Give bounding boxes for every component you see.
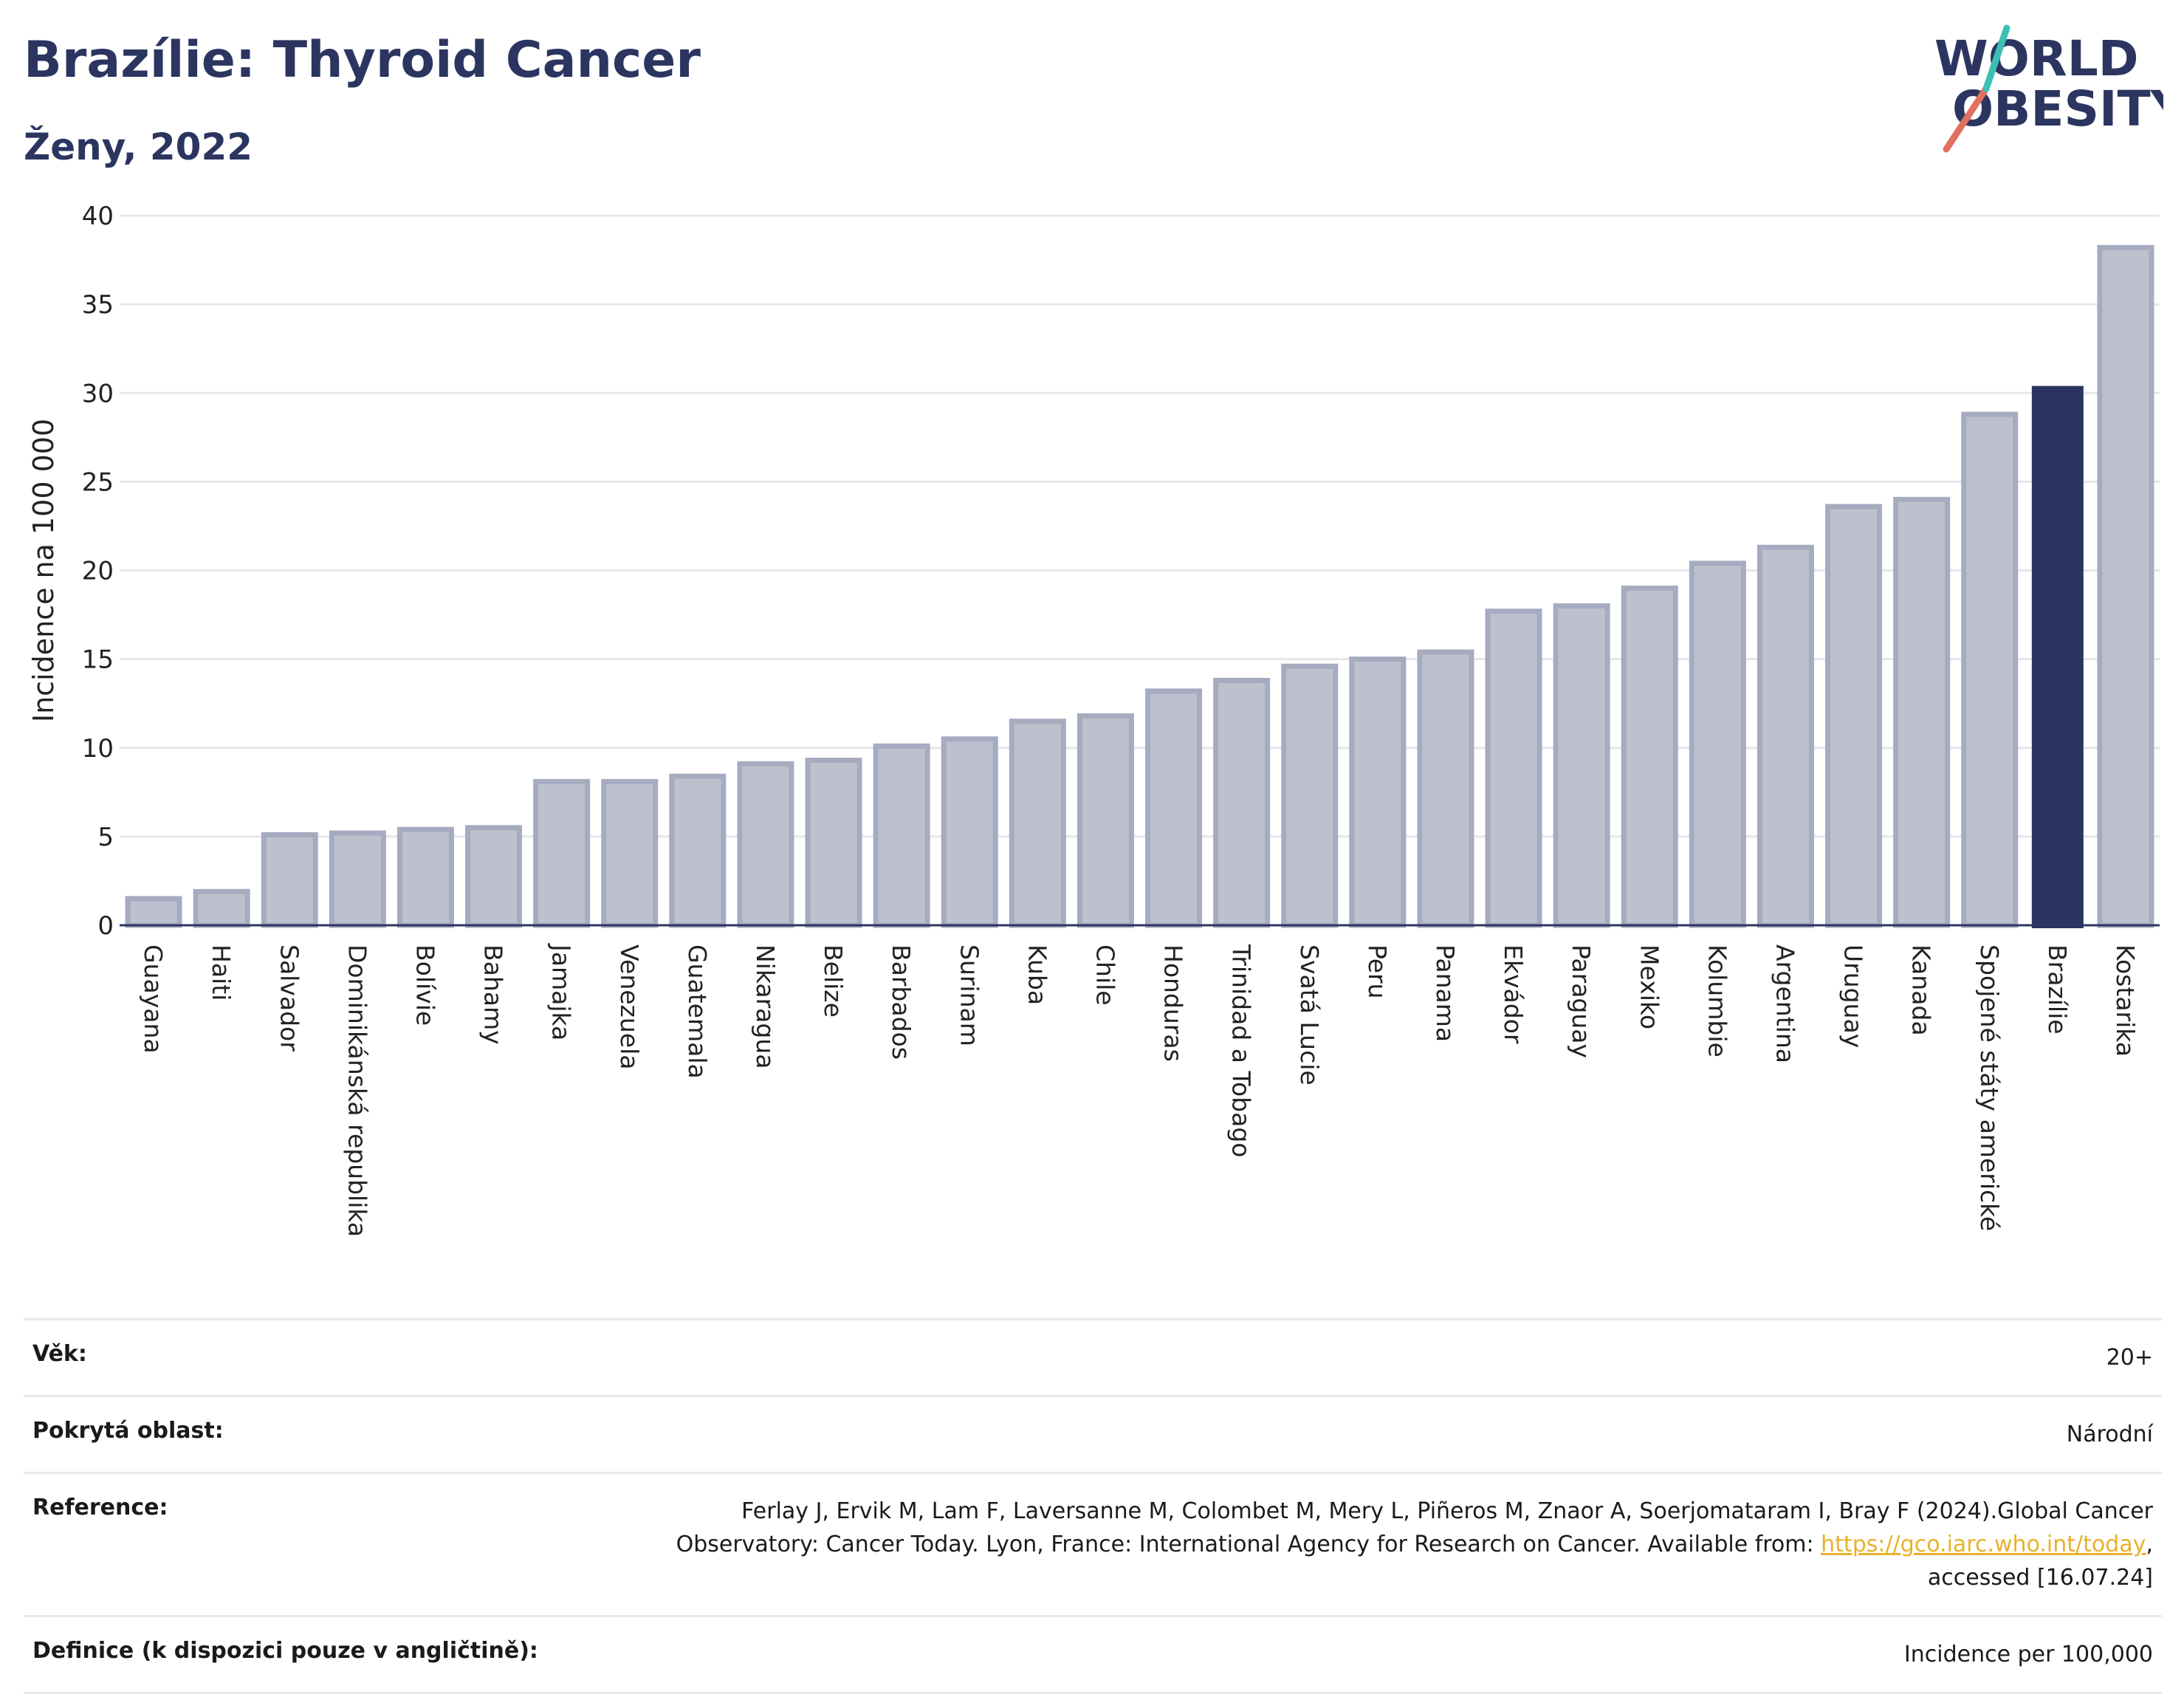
- definition-label: Definice (k dispozici pouze v angličtině…: [32, 1638, 538, 1664]
- reference-label: Reference:: [32, 1495, 168, 1520]
- info-row-reference: Reference: Ferlay J, Ervik M, Lam F, Lav…: [24, 1472, 2162, 1615]
- x-tick-label: Ekvádor: [1499, 944, 1528, 1044]
- x-tick-label: Haiti: [207, 944, 236, 1001]
- x-tick-label: Bolívie: [411, 944, 439, 1026]
- bar: [873, 743, 930, 928]
- y-tick-label: 35: [82, 290, 114, 320]
- bar: [1417, 649, 1474, 928]
- x-tick-label: Peru: [1363, 944, 1392, 999]
- y-tick-label: 10: [82, 734, 114, 764]
- y-tick-label: 20: [82, 557, 114, 586]
- y-axis-title: Incidence na 100 000: [27, 419, 60, 722]
- y-tick-label: 0: [97, 911, 114, 941]
- bar: [1961, 411, 2019, 928]
- bar: [396, 826, 454, 928]
- x-tick-label: Kostarika: [2111, 944, 2140, 1057]
- coverage-value: Národní: [2066, 1422, 2153, 1447]
- world-obesity-logo: WORLD OBESITY: [1934, 24, 2163, 153]
- logo-slash-teal: [1982, 24, 2010, 92]
- info-row-definition: Definice (k dispozici pouze v angličtině…: [24, 1615, 2162, 1694]
- logo-slash-red: [1943, 85, 1990, 153]
- x-tick-label: Mexiko: [1635, 944, 1663, 1029]
- y-tick-label: 40: [82, 202, 114, 231]
- info-row-coverage: Pokrytá oblast: Národní: [24, 1395, 2162, 1472]
- y-tick-label: 25: [82, 467, 114, 497]
- bar: [601, 778, 659, 928]
- y-tick-label: 5: [97, 823, 114, 852]
- info-row-age: Věk: 20+: [24, 1318, 2162, 1395]
- info-table: Věk: 20+ Pokrytá oblast: Národní Referen…: [24, 1318, 2162, 1694]
- bar: [1349, 656, 1407, 928]
- x-tick-label: Guatemala: [683, 944, 712, 1079]
- reference-value: Ferlay J, Ervik M, Lam F, Laversanne M, …: [676, 1495, 2153, 1594]
- x-tick-label: Brazílie: [2043, 944, 2072, 1035]
- x-tick-label: Guayana: [139, 944, 168, 1054]
- bar: [1485, 608, 1542, 928]
- chart-subtitle: Ženy, 2022: [24, 126, 253, 168]
- bar: [1076, 713, 1134, 928]
- definition-value: Incidence per 100,000: [1903, 1642, 2153, 1667]
- bar: [329, 830, 386, 928]
- x-tick-label: Surinam: [955, 944, 983, 1046]
- x-tick-label: Nikaragua: [751, 944, 780, 1069]
- x-tick-label: Venezuela: [615, 944, 644, 1069]
- bar: [1689, 560, 1746, 928]
- bar: [1145, 688, 1203, 928]
- coverage-label: Pokrytá oblast:: [32, 1418, 224, 1444]
- x-tick-label: Chile: [1091, 944, 1119, 1006]
- bar: [261, 831, 318, 928]
- bar: [737, 761, 794, 928]
- bar: [805, 758, 862, 928]
- x-tick-label: Belize: [819, 944, 848, 1018]
- bar: [1213, 677, 1271, 928]
- x-tick-label: Panama: [1431, 944, 1460, 1042]
- x-tick-label: Spojené státy americké: [1975, 944, 2004, 1231]
- age-label: Věk:: [32, 1341, 87, 1367]
- logo-line1: WORLD: [1934, 30, 2139, 87]
- reference-line1: Ferlay J, Ervik M, Lam F, Laversanne M, …: [741, 1498, 2153, 1524]
- bar: [1281, 663, 1339, 928]
- y-tick-label: 15: [82, 645, 114, 675]
- chart-title: Brazílie: Thyroid Cancer: [24, 31, 701, 89]
- bar: [125, 896, 182, 928]
- bar-highlight: [2031, 385, 2084, 928]
- bar: [1757, 544, 1814, 928]
- bar: [1893, 496, 1951, 928]
- x-tick-label: Uruguay: [1839, 944, 1868, 1048]
- bar: [1009, 719, 1066, 928]
- bar: [1621, 586, 1678, 928]
- bar: [669, 773, 727, 928]
- x-tick-label: Kolumbie: [1703, 944, 1731, 1057]
- reference-line3: accessed [16.07.24]: [1927, 1565, 2153, 1591]
- age-value: 20+: [2106, 1345, 2153, 1371]
- reference-line2-post: ,: [2146, 1532, 2153, 1557]
- bar: [1553, 603, 1610, 928]
- x-tick-label: Kanada: [1907, 944, 1936, 1036]
- y-tick-label: 30: [82, 379, 114, 408]
- x-tick-label: Argentina: [1771, 944, 1799, 1063]
- bar-chart: 0 5 10 15 20 25 30 35 40 Incidence na 100 000 Guay…: [27, 202, 2160, 1237]
- bar: [465, 825, 523, 928]
- bar: [193, 888, 250, 928]
- x-tick-label: Paraguay: [1567, 944, 1596, 1058]
- bar: [1825, 504, 1883, 928]
- x-tick-label: Barbados: [887, 944, 916, 1060]
- x-tick-label: Kuba: [1023, 944, 1051, 1005]
- x-tick-label: Honduras: [1159, 944, 1188, 1062]
- x-tick-label: Salvador: [275, 944, 303, 1052]
- x-tick-label: Svatá Lucie: [1295, 944, 1324, 1086]
- x-tick-label: Dominikánská republika: [343, 944, 371, 1237]
- x-tick-label: Jamajka: [547, 943, 576, 1040]
- bar: [533, 778, 591, 928]
- reference-line2-pre: Observatory: Cancer Today. Lyon, France:…: [676, 1532, 1821, 1557]
- x-tick-label: Bahamy: [479, 944, 508, 1045]
- x-tick-label: Trinidad a Tobago: [1227, 944, 1256, 1158]
- bar: [941, 736, 998, 928]
- reference-link[interactable]: https://gco.iarc.who.int/today: [1821, 1532, 2146, 1557]
- bar: [2097, 244, 2154, 928]
